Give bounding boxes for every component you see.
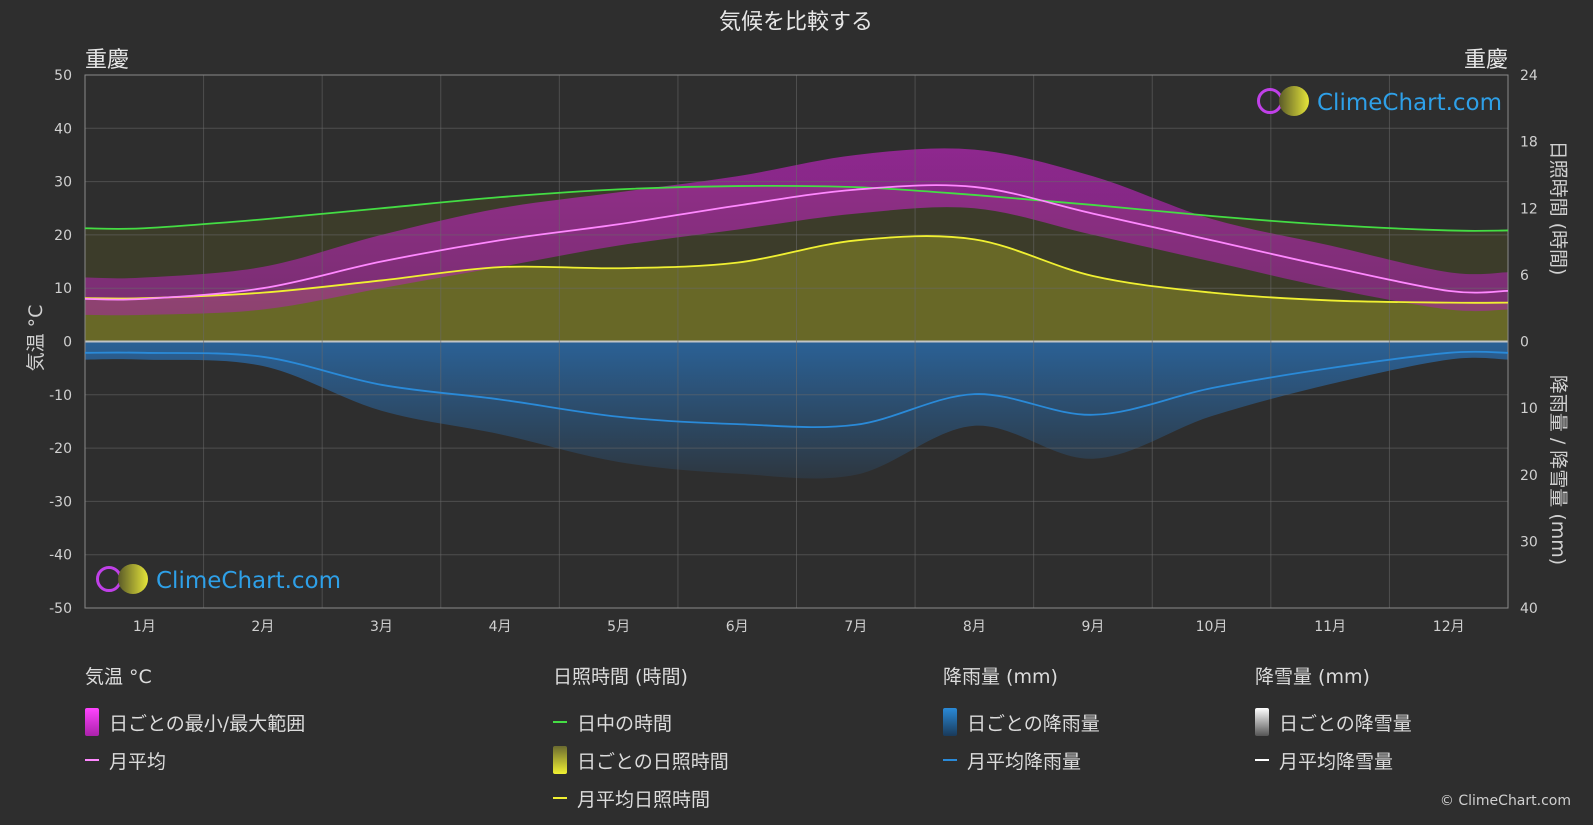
x-tick-label: 6月	[726, 619, 749, 635]
logo-top: ClimeChart.com	[1257, 86, 1502, 120]
y-right-top-label: 日照時間 (時間)	[1547, 141, 1569, 276]
y-right-bottom-label: 降雨量 / 降雪量 (mm)	[1547, 375, 1569, 565]
logo-icon	[1257, 86, 1311, 120]
plot-frame	[84, 74, 1509, 609]
x-tick-label: 8月	[963, 619, 986, 635]
swatch-temp-range	[85, 708, 99, 736]
y-right-top-tick-label: 0	[1520, 335, 1529, 351]
logo-text: ClimeChart.com	[1317, 90, 1503, 116]
logo-icon	[96, 564, 150, 598]
swatch-rain-daily	[943, 708, 957, 736]
y-left-tick-label: -30	[49, 494, 72, 510]
x-tick-label: 7月	[844, 619, 867, 635]
legend-snow-avg: 月平均降雪量	[1279, 750, 1394, 773]
y-right-top-tick-label: 24	[1520, 68, 1538, 84]
x-tick-label: 3月	[370, 619, 393, 635]
swatch-sunshine-avg	[553, 797, 567, 799]
grid	[84, 74, 1509, 609]
legend-rain: 降雨量 (mm) 日ごとの降雨量 月平均降雨量	[943, 662, 1100, 779]
y-left-tick-label: 20	[54, 228, 72, 244]
y-right-top-tick-label: 6	[1520, 268, 1529, 284]
city-right: 重慶	[1464, 48, 1508, 73]
y-right-bottom-tick-label: 10	[1520, 401, 1538, 417]
y-right-top-tick-label: 18	[1520, 135, 1538, 151]
y-right-bottom-tick-label: 30	[1520, 534, 1538, 550]
x-tick-label: 10月	[1196, 619, 1228, 635]
legend-snow: 降雪量 (mm) 日ごとの降雪量 月平均降雪量	[1255, 662, 1412, 779]
legend-sun-header: 日照時間 (時間)	[553, 666, 688, 688]
logo-bottom: ClimeChart.com	[96, 564, 341, 598]
y-right-top-tick-label: 12	[1520, 201, 1538, 217]
x-tick-label: 2月	[251, 619, 274, 635]
logo-text: ClimeChart.com	[156, 568, 342, 594]
legend-temp-range: 日ごとの最小/最大範囲	[109, 712, 306, 735]
legend-snow-header: 降雪量 (mm)	[1255, 666, 1370, 688]
temp-avg-line	[84, 184, 1509, 301]
swatch-rain-avg	[943, 759, 957, 761]
legend-temp: 気温 °C 日ごとの最小/最大範囲 月平均	[85, 662, 305, 779]
copyright: © ClimeChart.com	[1439, 793, 1571, 809]
swatch-temp-avg	[85, 759, 99, 761]
y-left-tick-label: 50	[54, 68, 72, 84]
x-tick-label: 1月	[133, 619, 156, 635]
y-left-tick-label: -50	[49, 601, 72, 617]
y-left-tick-label: 30	[54, 175, 72, 191]
legend-sunshine-avg: 月平均日照時間	[577, 788, 711, 811]
chart-title: 気候を比較する	[719, 10, 873, 35]
y-right-bottom-tick-label: 20	[1520, 468, 1538, 484]
y-left-tick-label: 0	[63, 335, 72, 351]
legend-temp-header: 気温 °C	[85, 666, 152, 688]
y-left-label: 気温 °C	[25, 305, 47, 372]
swatch-sunshine-daily	[553, 746, 567, 774]
x-tick-label: 4月	[489, 619, 512, 635]
y-left-tick-label: -40	[49, 548, 72, 564]
legend-rain-avg: 月平均降雨量	[967, 750, 1082, 773]
x-tick-label: 9月	[1081, 619, 1104, 635]
daylight-line	[84, 184, 1509, 232]
series-lines	[84, 184, 1509, 429]
y-right-bottom-tick-label: 40	[1520, 601, 1538, 617]
city-left: 重慶	[85, 48, 129, 73]
swatch-daylight	[553, 721, 567, 723]
sunshine-avg-line	[84, 235, 1509, 304]
x-tick-label: 5月	[607, 619, 630, 635]
axis-ticks: 50 40 30 20 10 0 -10 -20 -30 -40 -50 24 18 12 6 0 10 20 30…	[49, 68, 1538, 635]
legend-rain-header: 降雨量 (mm)	[943, 666, 1058, 688]
swatch-snow-daily	[1255, 708, 1269, 736]
legend-temp-avg: 月平均	[109, 750, 167, 773]
swatch-snow-avg	[1255, 759, 1269, 761]
x-tick-label: 12月	[1433, 619, 1465, 635]
y-left-tick-label: 40	[54, 121, 72, 137]
x-tick-label: 11月	[1314, 619, 1346, 635]
y-left-tick-label: -10	[49, 388, 72, 404]
legend-daylight: 日中の時間	[577, 712, 673, 735]
legend-sun: 日照時間 (時間) 日中の時間 日ごとの日照時間 月平均日照時間	[553, 662, 729, 817]
legend-sunshine-daily: 日ごとの日照時間	[577, 750, 729, 773]
legend-snow-daily: 日ごとの降雪量	[1279, 712, 1412, 735]
rain-avg-line	[84, 350, 1509, 429]
legend-rain-daily: 日ごとの降雨量	[967, 712, 1100, 735]
y-left-tick-label: 10	[54, 281, 72, 297]
y-left-tick-label: -20	[49, 441, 72, 457]
